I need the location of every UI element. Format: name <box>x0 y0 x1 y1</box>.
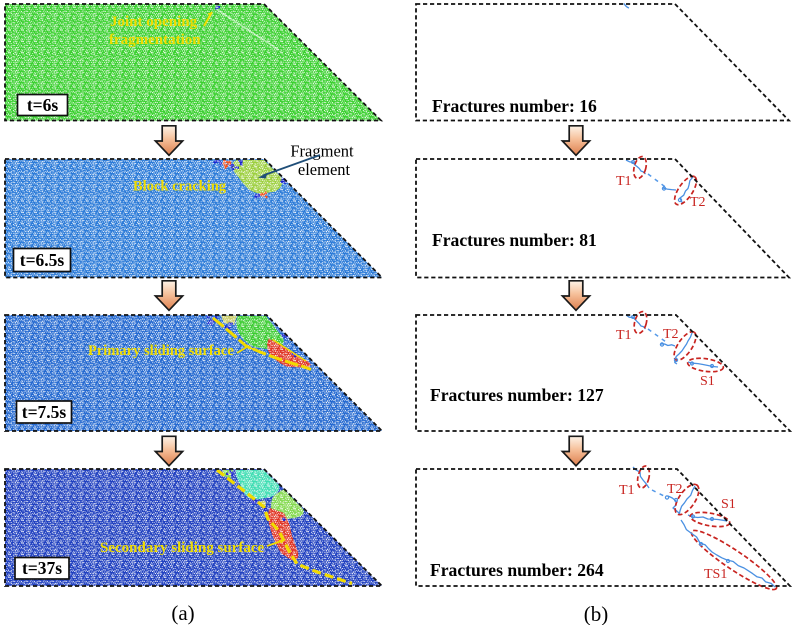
svg-text:Joint opening: Joint opening <box>110 14 198 30</box>
svg-text:Fractures number: 16: Fractures number: 16 <box>432 96 597 116</box>
svg-text:T1: T1 <box>616 174 632 189</box>
svg-text:t=7.5s: t=7.5s <box>22 402 67 422</box>
svg-text:(a): (a) <box>171 601 194 625</box>
svg-text:T1: T1 <box>619 483 635 498</box>
svg-text:fragmentation: fragmentation <box>109 32 201 48</box>
svg-text:TS1: TS1 <box>704 567 727 582</box>
svg-text:(b): (b) <box>584 602 609 625</box>
svg-text:Secondary sliding surface: Secondary sliding surface <box>100 540 265 556</box>
svg-text:element: element <box>298 160 351 179</box>
svg-text:Fragment: Fragment <box>290 142 354 161</box>
svg-text:Block cracking: Block cracking <box>133 179 227 195</box>
svg-text:Fractures number: 81: Fractures number: 81 <box>432 230 597 250</box>
svg-text:t=6s: t=6s <box>27 95 59 115</box>
svg-text:T1: T1 <box>616 328 632 343</box>
svg-text:t=37s: t=37s <box>22 558 62 578</box>
svg-text:Fractures number: 264: Fractures number: 264 <box>430 560 604 580</box>
svg-text:T2: T2 <box>663 327 679 342</box>
svg-text:S1: S1 <box>721 497 736 512</box>
svg-text:S1: S1 <box>700 374 715 389</box>
svg-text:Primary sliding surface: Primary sliding surface <box>88 343 234 359</box>
svg-text:Fractures number: 127: Fractures number: 127 <box>430 385 604 405</box>
svg-text:T2: T2 <box>667 482 683 497</box>
svg-text:T2: T2 <box>690 195 706 210</box>
svg-text:t=6.5s: t=6.5s <box>20 250 65 270</box>
